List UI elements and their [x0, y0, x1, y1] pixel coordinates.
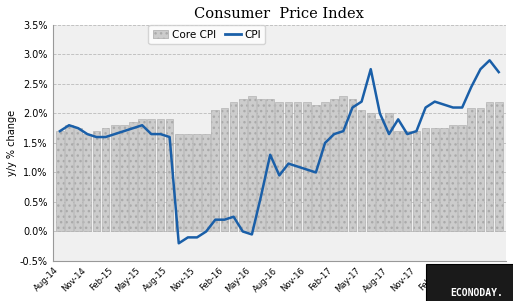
Bar [139, 119, 146, 231]
Title: Consumer  Price Index: Consumer Price Index [194, 7, 364, 21]
Bar [147, 119, 155, 231]
Bar [193, 134, 201, 231]
Bar [65, 125, 73, 231]
Bar [92, 131, 101, 231]
Bar [285, 102, 292, 231]
Bar [84, 134, 91, 231]
Bar [422, 128, 429, 231]
Bar [202, 134, 210, 231]
Bar [211, 110, 219, 231]
Bar [166, 119, 173, 231]
Bar [340, 96, 347, 231]
Bar [467, 107, 475, 231]
Bar [367, 113, 374, 231]
Bar [449, 125, 457, 231]
Bar [248, 96, 256, 231]
Bar [376, 119, 384, 231]
Bar [74, 128, 82, 231]
Bar [412, 131, 420, 231]
Bar [358, 110, 365, 231]
Bar [102, 128, 109, 231]
Bar [111, 125, 119, 231]
Bar [230, 102, 238, 231]
Bar [56, 131, 64, 231]
Bar [294, 102, 302, 231]
Bar [330, 99, 338, 231]
Bar [120, 125, 128, 231]
Legend: Core CPI, CPI: Core CPI, CPI [148, 25, 266, 44]
Bar [257, 99, 265, 231]
Bar [348, 99, 357, 231]
Bar [431, 128, 439, 231]
Bar [403, 131, 411, 231]
Text: ECONODAY.: ECONODAY. [450, 288, 503, 298]
Bar [321, 102, 329, 231]
Bar [275, 102, 283, 231]
Bar [175, 134, 183, 231]
Bar [495, 102, 503, 231]
Bar [303, 102, 311, 231]
Bar [239, 99, 247, 231]
Bar [394, 131, 402, 231]
Y-axis label: y/y % change: y/y % change [7, 110, 17, 176]
Bar [221, 107, 228, 231]
Bar [184, 134, 192, 231]
Bar [266, 99, 274, 231]
Bar [129, 122, 137, 231]
Bar [440, 128, 448, 231]
Bar [458, 125, 466, 231]
Bar [312, 104, 320, 231]
Bar [486, 102, 494, 231]
Bar [385, 113, 393, 231]
Bar [477, 107, 484, 231]
Bar [156, 119, 164, 231]
